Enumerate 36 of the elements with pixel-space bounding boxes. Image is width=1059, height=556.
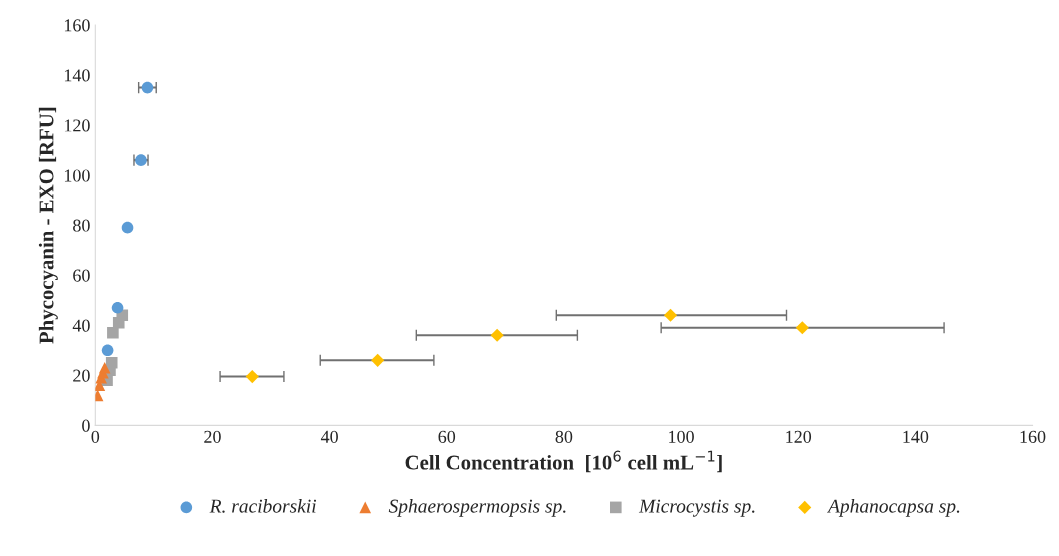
- x-tick-label: 40: [320, 430, 338, 443]
- point: [101, 344, 114, 357]
- y-tick-label: 20: [73, 369, 90, 382]
- y-tick-label: 140: [64, 69, 90, 82]
- x-tick-label: 100: [669, 430, 694, 443]
- point: [107, 326, 119, 339]
- point: [98, 361, 111, 374]
- legend-label: Sphaerospermopsis sp.: [388, 499, 566, 517]
- point: [105, 356, 118, 369]
- y-tick-label: 40: [72, 319, 90, 332]
- point: [141, 81, 154, 94]
- point: [245, 369, 259, 384]
- x-tick-label: 120: [786, 430, 812, 443]
- x-tick-label: 60: [438, 430, 456, 443]
- y-tick-label: 100: [64, 169, 90, 182]
- point: [111, 301, 124, 314]
- point: [121, 221, 134, 234]
- y-tick-label: 60: [73, 269, 90, 282]
- y-tick-label: 120: [64, 119, 90, 132]
- x-tick-label: 0: [91, 430, 100, 443]
- y-axis-title: Phycocyanin - EXO [RFU]: [38, 107, 58, 344]
- legend-label: R. raciborskii: [209, 499, 317, 513]
- x-tick-label: 80: [555, 430, 573, 443]
- y-tick-label: 80: [73, 219, 90, 232]
- legend-label: Aphanocapsa sp.: [827, 499, 960, 517]
- x-axis-title: Cell Concentration [10$^{6}$ cell mL$^{−1}$]: [405, 450, 722, 473]
- x-tick-label: 140: [903, 430, 929, 443]
- y-tick-label: 160: [64, 19, 90, 32]
- point: [490, 328, 504, 342]
- x-tick-label: 160: [1020, 430, 1046, 443]
- point: [663, 308, 678, 322]
- legend-label: Microcystis sp.: [638, 499, 755, 517]
- x-tick-label: 20: [204, 430, 221, 443]
- y-tick-label: 0: [82, 419, 90, 432]
- point: [371, 353, 385, 367]
- point: [795, 321, 809, 335]
